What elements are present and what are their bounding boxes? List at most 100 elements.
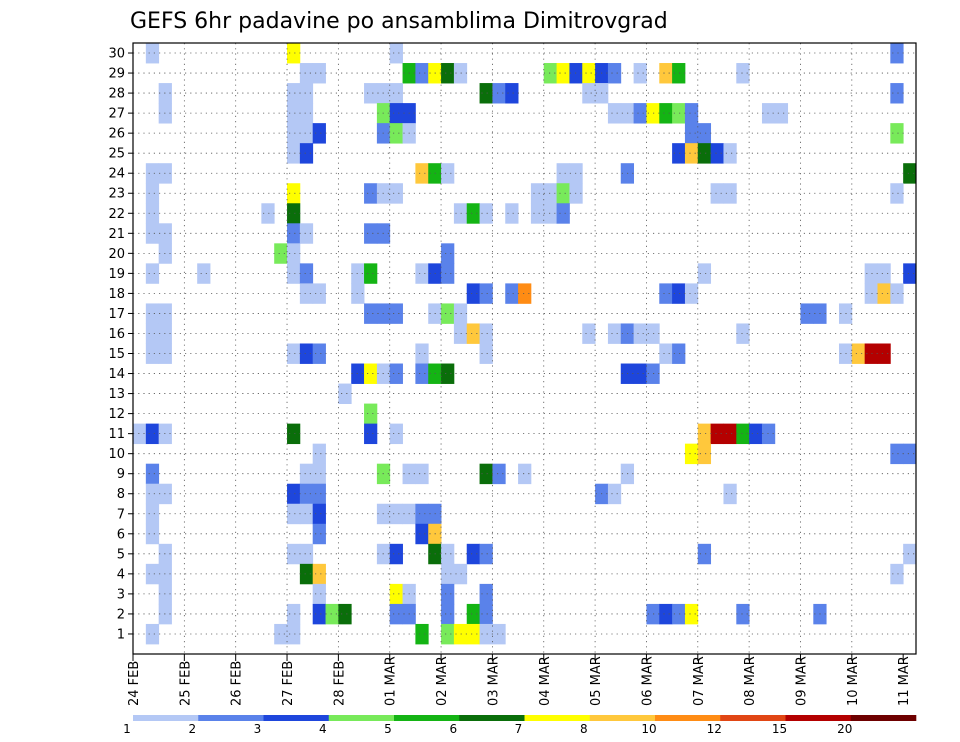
heatmap-cell: [299, 503, 314, 525]
colorbar-label: 12: [707, 722, 722, 736]
heatmap-cell: [389, 183, 403, 204]
heatmap-cell: [864, 283, 878, 304]
heatmap-cell: [299, 543, 314, 565]
y-tick-label: 10: [108, 447, 125, 462]
y-tick-label: 9: [117, 467, 125, 482]
heatmap-cell: [518, 283, 532, 304]
colorbar-label: 2: [188, 722, 196, 736]
y-tick-label: 3: [117, 587, 125, 602]
heatmap-cell: [466, 603, 480, 625]
heatmap-cell: [299, 463, 314, 485]
heatmap-cell: [710, 423, 724, 445]
y-tick-label: 28: [108, 87, 125, 102]
colorbar-swatch: [850, 715, 917, 721]
heatmap-cell: [415, 523, 429, 545]
colorbar-label: 3: [254, 722, 262, 736]
heatmap-cell: [145, 483, 160, 505]
heatmap-cell: [723, 143, 737, 164]
y-tick-label: 8: [117, 487, 125, 502]
heatmap-cell: [774, 103, 789, 124]
heatmap-cell: [877, 263, 891, 284]
heatmap-cell: [890, 283, 904, 304]
heatmap-cell: [312, 483, 326, 505]
heatmap-cell: [633, 103, 647, 124]
heatmap-cell: [736, 603, 750, 625]
y-tick-label: 30: [108, 47, 125, 62]
heatmap-cell: [466, 323, 480, 344]
heatmap-cell: [312, 523, 326, 545]
colorbar-label: 4: [319, 722, 327, 736]
heatmap-cell: [864, 343, 878, 364]
x-tick-label: 06 MAR: [640, 656, 655, 706]
heatmap-cell: [659, 103, 673, 124]
heatmap-cell: [479, 463, 493, 485]
heatmap-cell: [723, 483, 737, 505]
heatmap-cell: [453, 203, 468, 224]
x-tick-label: 03 MAR: [486, 656, 501, 706]
y-tick-label: 14: [108, 367, 125, 382]
heatmap-cell: [133, 423, 147, 445]
heatmap-cell: [556, 163, 570, 184]
heatmap-cell: [710, 183, 724, 204]
heatmap-cell: [697, 263, 712, 284]
heatmap-cell: [415, 263, 429, 284]
heatmap-cell: [364, 83, 378, 104]
heatmap-cell: [287, 43, 301, 64]
heatmap-cell: [479, 283, 493, 304]
heatmap-cell: [415, 503, 429, 525]
y-tick-label: 29: [108, 67, 125, 82]
heatmap-cell: [890, 83, 904, 104]
heatmap-cell: [453, 303, 468, 324]
heatmap-cell: [415, 163, 429, 184]
heatmap-cell: [389, 603, 403, 625]
heatmap-cell: [697, 143, 712, 164]
heatmap-cell: [903, 543, 917, 565]
heatmap-cell: [351, 363, 365, 384]
heatmap-cell: [466, 203, 480, 224]
heatmap-cell: [684, 603, 699, 625]
heatmap-cell: [145, 523, 160, 545]
grid-lines: [133, 43, 916, 654]
heatmap-cell: [287, 143, 301, 164]
heatmap-cell: [453, 63, 468, 84]
heatmap-cell: [287, 263, 301, 284]
colorbar-label: 1: [123, 722, 131, 736]
heatmap-cell: [890, 43, 904, 64]
heatmap-cell: [145, 163, 160, 184]
heatmap-cell: [415, 63, 429, 84]
heatmap-cell: [492, 83, 506, 104]
heatmap-cell: [287, 503, 301, 525]
heatmap-cell: [145, 423, 160, 445]
heatmap-cell: [556, 63, 570, 84]
heatmap-cell: [723, 183, 737, 204]
y-tick-label: 21: [108, 227, 125, 242]
colorbar-label: 5: [384, 722, 392, 736]
heatmap-cell: [903, 163, 917, 184]
heatmap-cell: [145, 263, 160, 284]
heatmap-cell: [145, 223, 160, 244]
heatmap-cell: [505, 203, 519, 224]
heatmap-cell: [749, 423, 763, 445]
heatmap-cell: [389, 303, 403, 324]
y-tick-label: 16: [108, 327, 125, 342]
heatmap-cell: [287, 483, 301, 505]
x-tick-label: 11 MAR: [897, 656, 912, 706]
heatmap-cell: [145, 503, 160, 525]
heatmap-cell: [659, 603, 673, 625]
heatmap-cell: [261, 203, 275, 224]
heatmap-cell: [492, 623, 506, 645]
heatmap-cell: [312, 123, 326, 144]
y-axis: 1234567891011121314151617181920212223242…: [108, 47, 133, 642]
heatmap-cell: [312, 563, 326, 585]
heatmap-cell: [287, 103, 301, 124]
heatmap-cell: [518, 463, 532, 485]
heatmap-cell: [466, 623, 480, 645]
heatmap-cell: [287, 423, 301, 445]
heatmap-cell: [543, 183, 557, 204]
heatmap-cell: [145, 183, 160, 204]
heatmap-cell: [697, 123, 712, 144]
x-tick-label: 27 FEB: [281, 661, 296, 706]
heatmap-cell: [890, 183, 904, 204]
heatmap-cell: [389, 543, 403, 565]
